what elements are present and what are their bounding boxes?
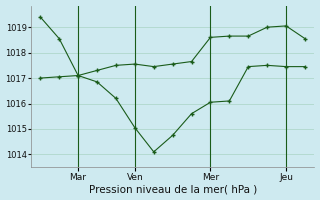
X-axis label: Pression niveau de la mer( hPa ): Pression niveau de la mer( hPa ) <box>89 184 257 194</box>
